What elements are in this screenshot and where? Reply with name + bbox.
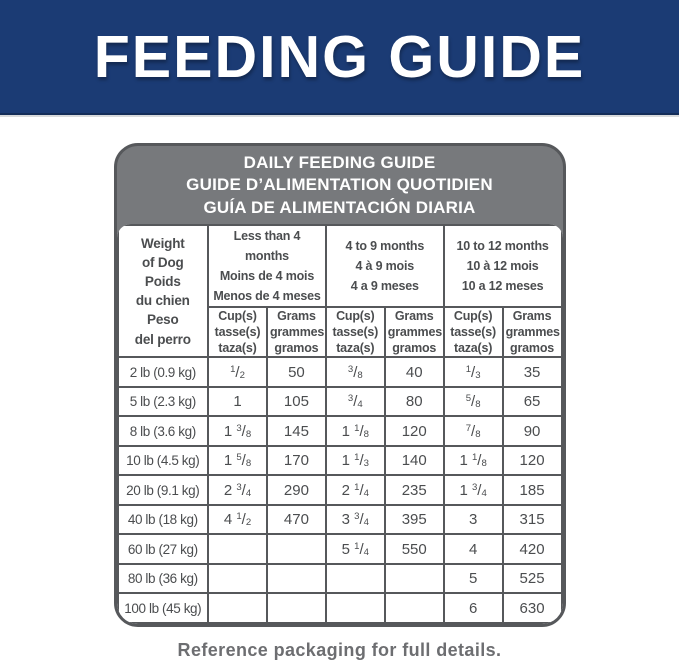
- table-row: 40 lb (18 kg) 4 1/2 470 3 3/4 395 3 315: [116, 503, 563, 536]
- weight-cell: 100 lb (45 kg): [116, 592, 210, 624]
- weight-cell: 40 lb (18 kg): [116, 503, 210, 536]
- feeding-table-wrap: Weight of Dog Poids du chien Peso del pe…: [116, 224, 563, 624]
- weight-cell: 60 lb (27 kg): [116, 533, 210, 565]
- grams-value-cell: 120: [501, 444, 563, 477]
- footer-note: Reference packaging for full details.: [177, 639, 502, 660]
- banner-title: FEEDING GUIDE: [93, 23, 586, 90]
- cups-value-cell: 4 1/2: [207, 503, 268, 536]
- table-row: 80 lb (36 kg) 5 525: [116, 562, 563, 595]
- grams-value-cell: [383, 562, 445, 595]
- grams-value-cell: 50: [265, 356, 327, 388]
- weight-cell: 10 lb (4.5 kg): [116, 444, 210, 477]
- cups-value-cell: [324, 562, 386, 595]
- grams-value-cell: 550: [383, 533, 445, 565]
- cups-header: Cup(s) tasse(s) taza(s): [324, 306, 386, 359]
- age-group-header-4-9: 4 to 9 months 4 à 9 mois 4 a 9 meses: [324, 224, 445, 309]
- grams-value-cell: 90: [501, 415, 563, 447]
- cups-value-cell: 3 3/4: [324, 503, 386, 536]
- cups-value-cell: 6: [442, 592, 504, 624]
- grams-value-cell: 65: [501, 385, 563, 418]
- grams-value-cell: 185: [501, 474, 563, 506]
- daily-feeding-guide-card: DAILY FEEDING GUIDE GUIDE D’ALIMENTATION…: [113, 143, 566, 627]
- card-title: DAILY FEEDING GUIDE GUIDE D’ALIMENTATION…: [186, 153, 493, 217]
- feeding-table-body: 2 lb (0.9 kg) 1/2 50 3/8 40 1/3 35 5 lb (2.3 kg…: [116, 356, 563, 624]
- cups-value-cell: 1 3/4: [442, 474, 504, 506]
- grams-value-cell: 315: [501, 503, 563, 536]
- grams-value-cell: 80: [383, 385, 445, 418]
- cups-value-cell: 1 5/8: [207, 444, 268, 477]
- grams-value-cell: 525: [501, 562, 563, 595]
- grams-value-cell: 170: [265, 444, 327, 477]
- cups-header: Cup(s) tasse(s) taza(s): [442, 306, 504, 359]
- cups-value-cell: 7/8: [442, 415, 504, 447]
- grams-value-cell: 470: [265, 503, 327, 536]
- grams-value-cell: 105: [265, 385, 327, 418]
- grams-value-cell: 235: [383, 474, 445, 506]
- age-group-header-row: Weight of Dog Poids du chien Peso del pe…: [116, 224, 563, 359]
- weight-cell: 80 lb (36 kg): [116, 562, 210, 595]
- feeding-table: Weight of Dog Poids du chien Peso del pe…: [116, 224, 563, 624]
- cups-value-cell: 3/4: [324, 385, 386, 418]
- cups-value-cell: 2 1/4: [324, 474, 386, 506]
- cups-value-cell: 2 3/4: [207, 474, 268, 506]
- table-row: 20 lb (9.1 kg) 2 3/4 290 2 1/4 235 1 3/4 185: [116, 474, 563, 506]
- grams-value-cell: [265, 592, 327, 624]
- grams-value-cell: 290: [265, 474, 327, 506]
- weight-cell: 20 lb (9.1 kg): [116, 474, 210, 506]
- weight-of-dog-header: Weight of Dog Poids du chien Peso del pe…: [116, 224, 210, 359]
- grams-header: Grams grammes gramos: [383, 306, 445, 359]
- cups-value-cell: 1 1/8: [442, 444, 504, 477]
- age-group-header-0-4: Less than 4 months Moins de 4 mois Menos…: [207, 224, 327, 309]
- grams-value-cell: 120: [383, 415, 445, 447]
- grams-value-cell: 630: [501, 592, 563, 624]
- cups-value-cell: 5 1/4: [324, 533, 386, 565]
- grams-value-cell: [383, 592, 445, 624]
- cups-value-cell: 1 3/8: [207, 415, 268, 447]
- cups-value-cell: 4: [442, 533, 504, 565]
- grams-value-cell: 40: [383, 356, 445, 388]
- cups-value-cell: [207, 562, 268, 595]
- table-row: 8 lb (3.6 kg) 1 3/8 145 1 1/8 120 7/8 90: [116, 415, 563, 447]
- table-row: 60 lb (27 kg) 5 1/4 550 4 420: [116, 533, 563, 565]
- grams-value-cell: 35: [501, 356, 563, 388]
- grams-value-cell: 420: [501, 533, 563, 565]
- grams-value-cell: [265, 562, 327, 595]
- cups-header: Cup(s) tasse(s) taza(s): [207, 306, 268, 359]
- weight-cell: 8 lb (3.6 kg): [116, 415, 210, 447]
- grams-value-cell: 145: [265, 415, 327, 447]
- unit-header-row: Cup(s) tasse(s) taza(s) Grams grammes gr…: [118, 306, 563, 359]
- feeding-guide-banner: FEEDING GUIDE: [0, 0, 679, 115]
- table-row: 2 lb (0.9 kg) 1/2 50 3/8 40 1/3 35: [116, 356, 563, 388]
- grams-header: Grams grammes gramos: [501, 306, 563, 359]
- grams-header: Grams grammes gramos: [265, 306, 327, 359]
- cups-value-cell: 5: [442, 562, 504, 595]
- weight-cell: 5 lb (2.3 kg): [116, 385, 210, 418]
- cups-value-cell: 3/8: [324, 356, 386, 388]
- cups-value-cell: [207, 533, 268, 565]
- cups-value-cell: 5/8: [442, 385, 504, 418]
- table-row: 10 lb (4.5 kg) 1 5/8 170 1 1/3 140 1 1/8 120: [116, 444, 563, 477]
- grams-value-cell: 140: [383, 444, 445, 477]
- age-group-header-10-12: 10 to 12 months 10 à 12 mois 10 a 12 mes…: [442, 224, 563, 309]
- table-row: 100 lb (45 kg) 6 630: [116, 592, 563, 624]
- grams-value-cell: [265, 533, 327, 565]
- cups-value-cell: [207, 592, 268, 624]
- grams-value-cell: 395: [383, 503, 445, 536]
- cups-value-cell: 3: [442, 503, 504, 536]
- cups-value-cell: [324, 592, 386, 624]
- cups-value-cell: 1/2: [207, 356, 268, 388]
- cups-value-cell: 1 1/3: [324, 444, 386, 477]
- cups-value-cell: 1/3: [442, 356, 504, 388]
- table-row: 5 lb (2.3 kg) 1 105 3/4 80 5/8 65: [116, 385, 563, 418]
- cups-value-cell: 1: [207, 385, 268, 418]
- cups-value-cell: 1 1/8: [324, 415, 386, 447]
- weight-cell: 2 lb (0.9 kg): [116, 356, 210, 388]
